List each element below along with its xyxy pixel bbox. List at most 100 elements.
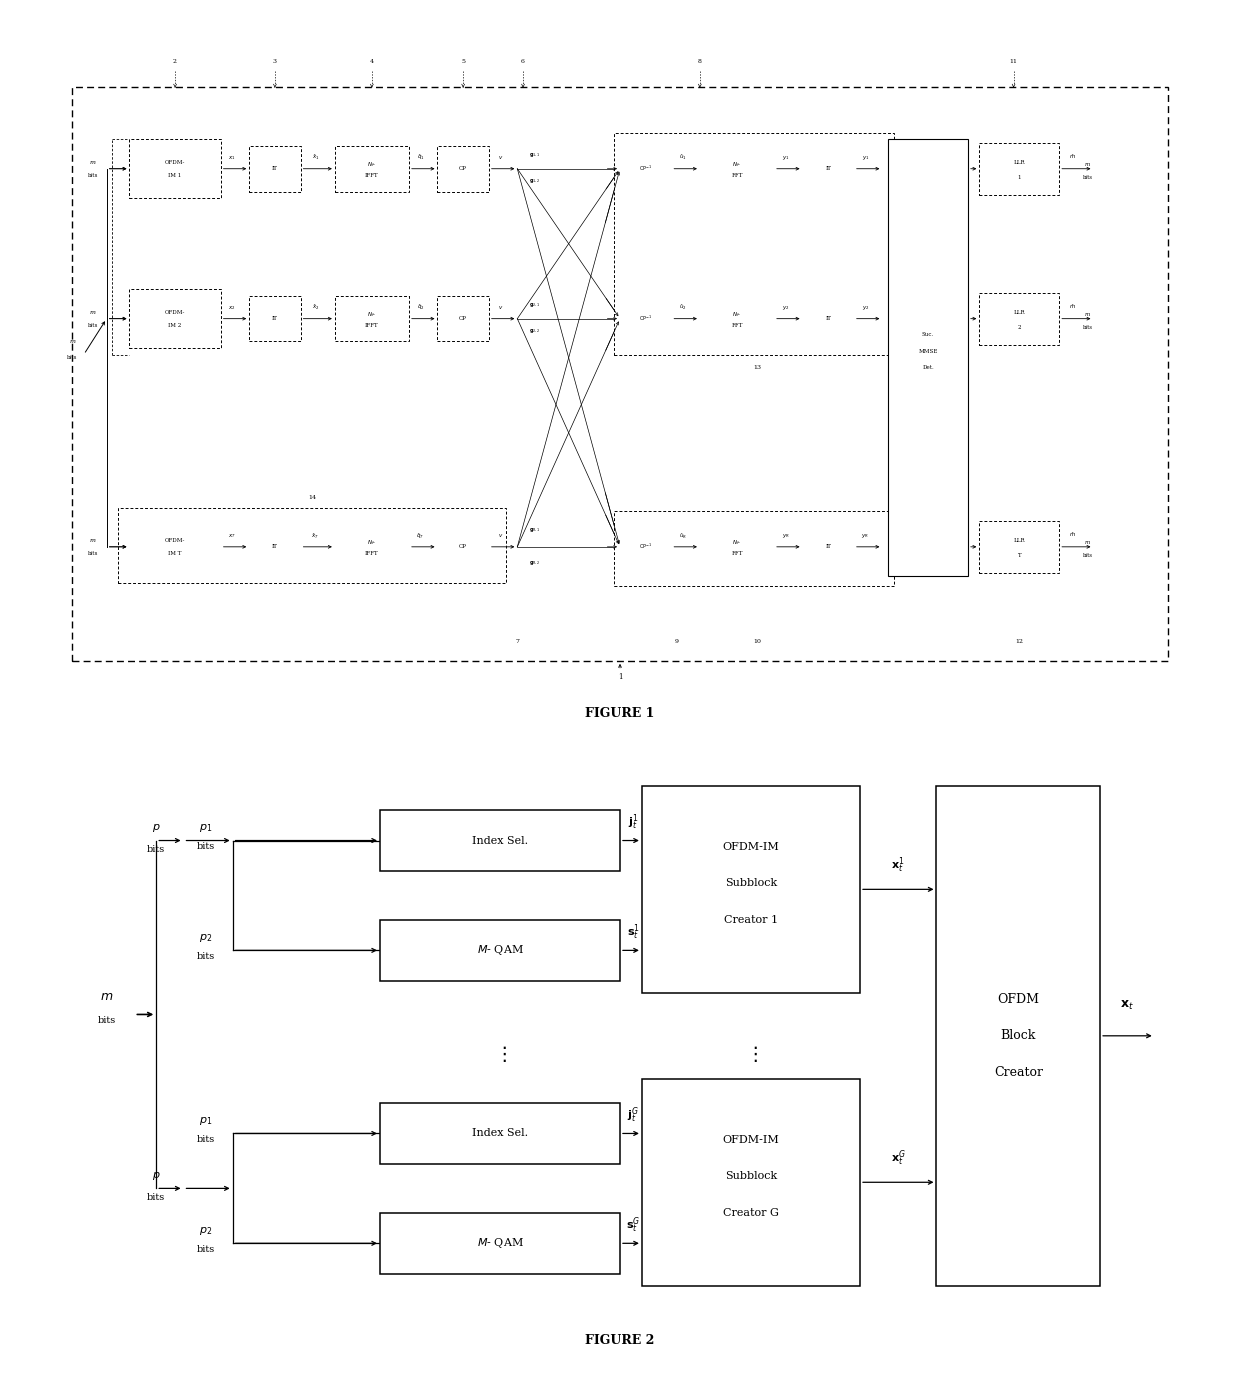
Bar [980, 293, 1059, 345]
Bar [980, 143, 1059, 194]
Text: $\hat{q}_T$: $\hat{q}_T$ [417, 531, 424, 541]
Bar [620, 295, 671, 341]
Bar [620, 146, 671, 191]
Bar [379, 810, 620, 871]
Text: $y_1$: $y_1$ [862, 154, 869, 162]
Text: $\hat{q}_2$: $\hat{q}_2$ [417, 302, 424, 312]
Text: MMSE: MMSE [919, 348, 937, 354]
Text: $\rm CP^{-1}$: $\rm CP^{-1}$ [639, 164, 652, 173]
Bar [699, 524, 774, 570]
Text: IT: IT [826, 166, 831, 171]
Text: $y_2$: $y_2$ [781, 304, 789, 312]
Text: bits: bits [67, 355, 78, 361]
Text: Subblock: Subblock [725, 1171, 777, 1182]
Text: $m$: $m$ [100, 990, 114, 1003]
Text: LLR: LLR [1013, 160, 1025, 165]
Text: IT: IT [272, 316, 278, 322]
Bar [642, 785, 861, 993]
Bar [379, 920, 620, 981]
Text: $y_R$: $y_R$ [862, 531, 869, 540]
Text: CP: CP [459, 544, 467, 549]
Text: FFT: FFT [732, 551, 743, 556]
Text: bits: bits [196, 951, 215, 961]
Text: 1: 1 [1018, 175, 1021, 180]
Bar [642, 1079, 861, 1286]
Text: bits: bits [148, 1193, 165, 1203]
Text: bits: bits [1083, 325, 1092, 330]
Text: bits: bits [98, 1017, 117, 1025]
Text: $\mathbf{s}_t^1$: $\mathbf{s}_t^1$ [626, 922, 640, 942]
Bar [249, 295, 300, 341]
Text: $\hat{u}_1$: $\hat{u}_1$ [680, 153, 687, 162]
Bar [438, 146, 489, 191]
Text: $\vdots$: $\vdots$ [744, 1044, 758, 1064]
Bar [129, 140, 221, 198]
Text: $N_f$-: $N_f$- [367, 160, 377, 169]
Text: $\mathbf{x}_t^G$: $\mathbf{x}_t^G$ [890, 1148, 905, 1168]
Bar [379, 1212, 620, 1273]
Text: $\hat{u}_2$: $\hat{u}_2$ [680, 302, 687, 312]
Text: $\hat{x}_T$: $\hat{x}_T$ [311, 531, 320, 541]
Text: 14: 14 [308, 495, 316, 501]
Bar [72, 87, 1168, 662]
Bar [802, 295, 854, 341]
Text: $\rm CP^{-1}$: $\rm CP^{-1}$ [639, 313, 652, 323]
Text: IT: IT [272, 544, 278, 549]
Text: $\hat{m}$: $\hat{m}$ [1069, 153, 1076, 161]
Text: $\hat{m}$: $\hat{m}$ [1069, 531, 1076, 540]
Text: Index Sel.: Index Sel. [472, 835, 528, 846]
Text: Creator: Creator [993, 1067, 1043, 1079]
Bar [118, 508, 506, 583]
Text: 1: 1 [618, 673, 622, 681]
Text: IM 1: IM 1 [169, 173, 182, 178]
Text: $y_2$: $y_2$ [862, 304, 869, 312]
Text: $\mathbf{j}_t^G$: $\mathbf{j}_t^G$ [627, 1105, 639, 1125]
Bar [379, 1103, 620, 1164]
Text: LLR: LLR [1013, 538, 1025, 542]
Text: $N_f$-: $N_f$- [367, 309, 377, 319]
Text: Subblock: Subblock [725, 878, 777, 888]
Text: FFT: FFT [732, 323, 743, 327]
Text: $x_T$: $x_T$ [228, 531, 236, 540]
Text: $p$: $p$ [153, 822, 160, 835]
Bar [335, 295, 409, 341]
Text: $N_f$-: $N_f$- [733, 309, 742, 319]
Bar [614, 510, 894, 585]
Text: 9: 9 [675, 639, 680, 644]
Bar [249, 524, 300, 570]
Text: 11: 11 [1009, 58, 1018, 64]
Text: $N_f$-: $N_f$- [733, 538, 742, 546]
Text: CP: CP [459, 166, 467, 171]
Text: m: m [91, 309, 95, 315]
Bar [888, 140, 968, 576]
Text: 2: 2 [174, 58, 177, 64]
Text: IFFT: IFFT [365, 323, 378, 327]
Text: $x_1$: $x_1$ [228, 154, 236, 162]
Text: FIGURE 1: FIGURE 1 [585, 706, 655, 720]
Text: m: m [69, 338, 76, 344]
Text: OFDM-: OFDM- [165, 160, 185, 165]
Text: $\hat{m}$: $\hat{m}$ [1069, 302, 1076, 311]
Bar [335, 146, 409, 191]
Text: $M$- QAM: $M$- QAM [476, 1236, 523, 1250]
Bar [438, 524, 489, 570]
Text: bits: bits [88, 323, 98, 327]
Text: Creator G: Creator G [723, 1208, 779, 1218]
Text: 12: 12 [1016, 639, 1023, 644]
Text: FFT: FFT [732, 173, 743, 178]
Text: $\mathbf{j}_t^1$: $\mathbf{j}_t^1$ [627, 813, 639, 832]
Text: FIGURE 2: FIGURE 2 [585, 1334, 655, 1347]
Text: IFFT: IFFT [365, 551, 378, 556]
Text: $\hat{q}_1$: $\hat{q}_1$ [417, 153, 424, 162]
Text: bits: bits [148, 845, 165, 854]
Text: bits: bits [1083, 553, 1092, 558]
Text: IT: IT [272, 166, 278, 171]
Text: bits: bits [196, 842, 215, 852]
Text: $\mathbf{g}_{R,2}$: $\mathbf{g}_{R,2}$ [528, 559, 541, 567]
Text: $M$- QAM: $M$- QAM [476, 943, 523, 957]
Text: 8: 8 [698, 58, 702, 64]
Text: m: m [91, 538, 95, 542]
Text: bits: bits [196, 1135, 215, 1144]
Text: $\hat{x}_1$: $\hat{x}_1$ [311, 153, 319, 162]
Text: OFDM: OFDM [997, 993, 1039, 1006]
